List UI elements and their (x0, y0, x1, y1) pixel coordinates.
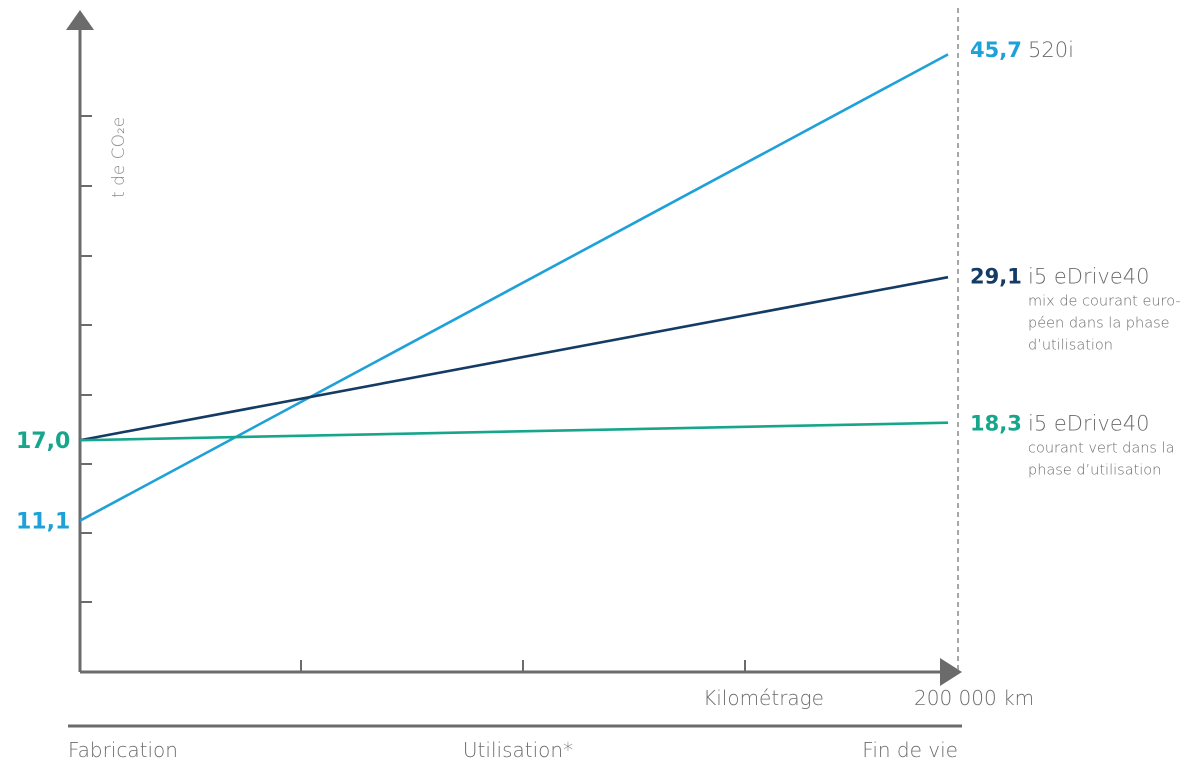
end-value-s520i: 45,7 (970, 38, 1022, 62)
series-line-s520i (79, 53, 949, 522)
series-note-sGreen-0: courant vert dans la (1028, 441, 1174, 457)
end-value-sEu: 29,1 (970, 264, 1022, 288)
series-note-sEu-1: péen dans la phase (1028, 315, 1170, 331)
phase-fabrication: Fabrication (68, 738, 178, 762)
start-value-s520i: 11,1 (16, 510, 70, 535)
x-axis-arrow (940, 658, 962, 686)
series-note-sEu-2: d’utilisation (1028, 337, 1113, 353)
series-s520i: 11,1 45,7 520i (16, 38, 1074, 535)
y-ticks (80, 115, 92, 603)
y-axis-label: t de CO₂e (109, 117, 129, 198)
series-line-sGreen (79, 421, 949, 442)
x-axis-end-label: 200 000 km (914, 686, 1034, 710)
series-note-sEu-0: mix de courant euro- (1028, 293, 1181, 309)
y-axis-arrow (66, 10, 94, 30)
phase-utilisation: Utilisation* (463, 738, 573, 762)
start-value-sGreen: 17,0 (16, 429, 70, 454)
series-name-sEu: i5 eDrive40 (1028, 264, 1150, 288)
series-line-sEu (79, 275, 949, 442)
series-sGreen: 17,0 18,3 i5 eDrive40 courant vert dans la p… (16, 412, 1174, 479)
series-name-sGreen: i5 eDrive40 (1028, 412, 1150, 436)
x-ticks (300, 660, 746, 672)
x-axis-label: Kilométrage (703, 686, 824, 710)
series-note-sGreen-1: phase d’utilisation (1028, 463, 1161, 479)
series-name-s520i: 520i (1028, 38, 1074, 62)
phase-fin-de-vie: Fin de vie (862, 738, 958, 762)
end-value-sGreen: 18,3 (970, 412, 1022, 436)
